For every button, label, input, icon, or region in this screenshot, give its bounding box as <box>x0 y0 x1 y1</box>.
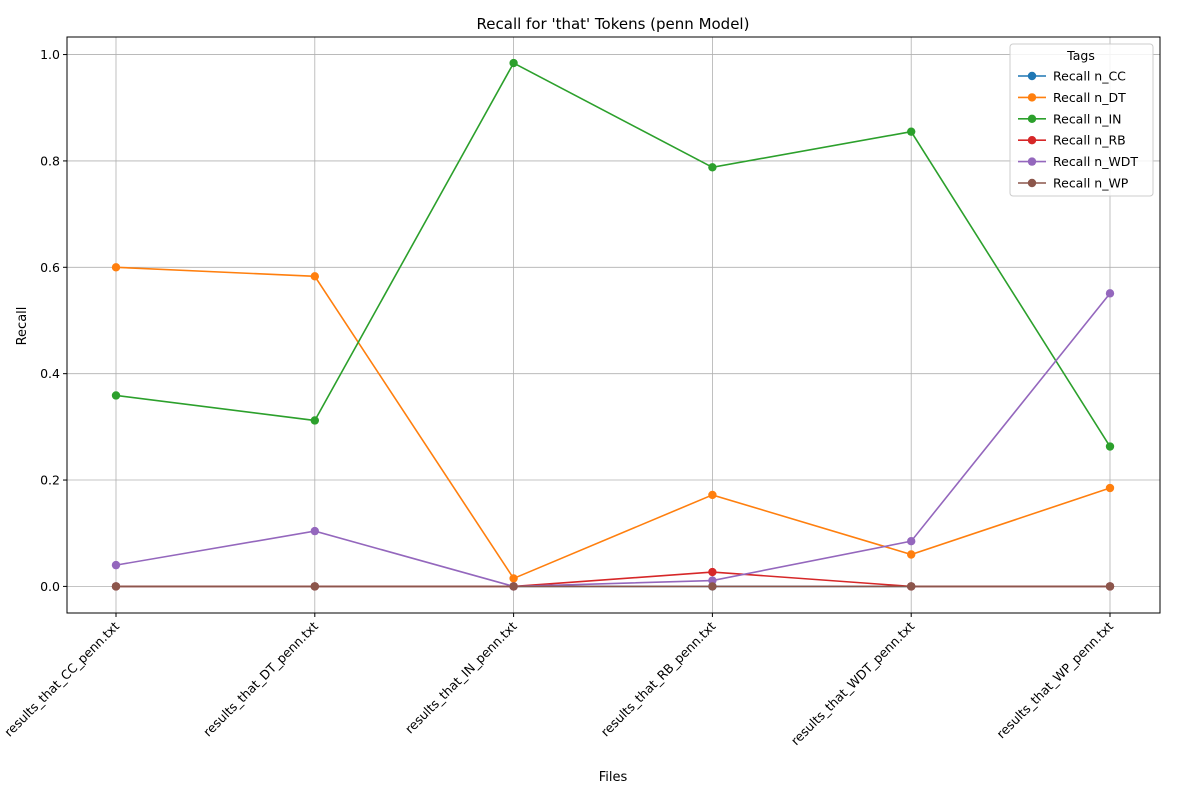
data-point <box>708 490 717 500</box>
data-point <box>111 560 121 570</box>
legend-marker <box>1027 178 1037 188</box>
legend-entry: Recall n_WP <box>1053 176 1129 191</box>
legend-box <box>1009 43 1154 197</box>
data-point <box>708 163 717 172</box>
data-point <box>310 416 319 425</box>
x-tick-label: results_that_RB_penn.txt <box>598 618 719 739</box>
legend-marker <box>1027 157 1037 166</box>
data-point <box>1105 289 1115 298</box>
x-tick-label: results_that_WP_penn.txt <box>993 618 1116 741</box>
data-point <box>509 574 518 583</box>
data-point <box>907 127 916 136</box>
data-point <box>907 550 916 559</box>
y-tick-label: 0.2 <box>40 473 60 488</box>
series-recall-n_wdt <box>111 289 1115 591</box>
legend-entry: Recall n_IN <box>1053 111 1121 126</box>
data-point <box>509 58 518 68</box>
x-tick-label: results_that_CC_penn.txt <box>1 618 122 739</box>
data-point <box>310 582 319 591</box>
data-point <box>708 567 717 577</box>
series-line <box>115 292 1111 588</box>
y-axis-ticks: 0.0 0.2 0.4 0.6 0.8 1.0 <box>40 47 67 594</box>
legend-entry: Recall n_CC <box>1053 69 1126 84</box>
y-tick-label: 0.0 <box>40 579 60 594</box>
data-point <box>708 582 717 591</box>
x-axis-label: Files <box>599 770 628 785</box>
data-point <box>1105 483 1115 493</box>
y-axis-label: Recall <box>15 307 30 346</box>
x-tick-label: results_that_DT_penn.txt <box>200 618 321 739</box>
data-point <box>310 272 319 281</box>
chart-title: Recall for 'that' Tokens (penn Model) <box>477 15 750 33</box>
data-point <box>111 582 121 591</box>
series-layer <box>111 58 1115 591</box>
data-point <box>907 536 916 546</box>
y-tick-label: 0.4 <box>40 366 60 381</box>
data-point <box>1105 582 1115 591</box>
x-tick-label: results_that_WDT_penn.txt <box>788 618 918 748</box>
series-line <box>115 266 1111 580</box>
plot-frame <box>66 36 1161 614</box>
y-tick-label: 0.8 <box>40 153 60 168</box>
data-point <box>907 582 916 591</box>
series-recall-n_in <box>111 58 1115 451</box>
x-tick-label: results_that_IN_penn.txt <box>402 618 520 736</box>
data-point <box>310 526 319 536</box>
data-point <box>708 576 717 585</box>
legend-marker <box>1027 71 1037 81</box>
series-recall-n_wp <box>111 582 1115 591</box>
legend-marker <box>1027 114 1037 124</box>
legend-marker <box>1027 136 1037 145</box>
legend-entry: Recall n_DT <box>1053 90 1126 105</box>
y-tick-label: 1.0 <box>40 47 60 62</box>
series-recall-n_dt <box>111 263 1115 583</box>
series-line <box>115 61 1111 447</box>
legend-marker <box>1027 93 1037 102</box>
legend: Tags Recall n_CC Recall n_DT Recall n_IN Re… <box>1009 43 1154 197</box>
legend-title: Tags <box>1066 48 1095 63</box>
data-point <box>111 391 121 400</box>
y-tick-label: 0.6 <box>40 260 60 275</box>
data-point <box>509 582 518 591</box>
legend-entry: Recall n_RB <box>1053 133 1126 148</box>
data-point <box>1105 442 1115 451</box>
legend-entry: Recall n_WDT <box>1053 154 1138 169</box>
x-axis-ticks: results_that_CC_penn.txt results_that_DT_… <box>1 613 1116 748</box>
data-point <box>111 263 121 272</box>
